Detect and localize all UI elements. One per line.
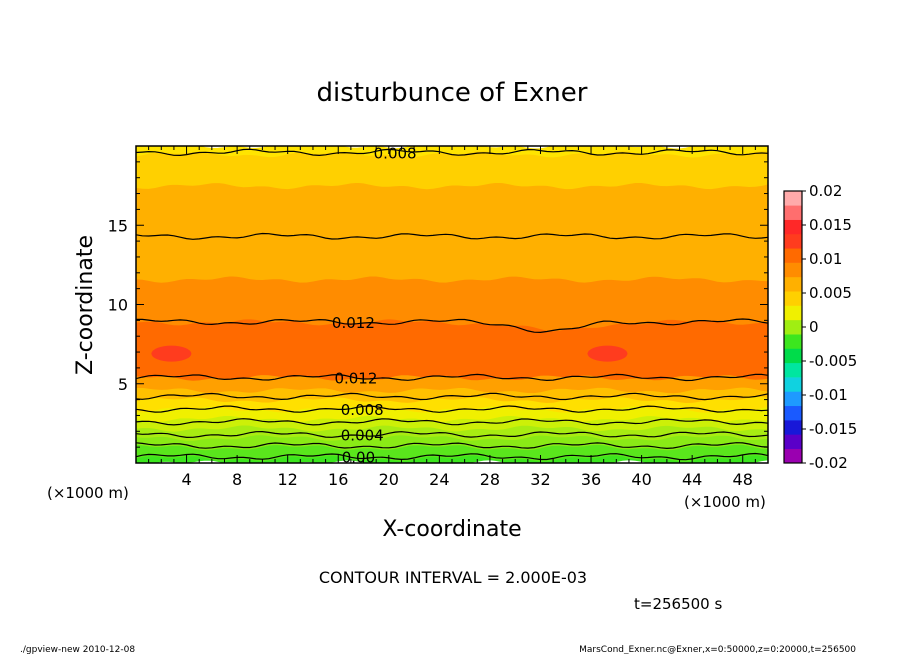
colorbar-segment xyxy=(784,420,802,435)
colorbar-segment xyxy=(784,319,802,335)
y-tick-label: 10 xyxy=(108,296,128,315)
contour-bands xyxy=(136,146,768,463)
y-axis-label: Z-coordinate xyxy=(73,235,98,375)
x-tick-label: 40 xyxy=(631,470,651,489)
colorbar-segment xyxy=(784,248,802,263)
colorbar-segment xyxy=(784,362,802,378)
time-label: t=256500 s xyxy=(634,595,722,613)
colorbar-segment xyxy=(784,305,802,321)
contour-label: 0.00 xyxy=(342,449,375,467)
colorbar-tick-labels: 0.02 0.015 0.01 0.005 0 -0.005 -0.01 -0.015 -0.0… xyxy=(802,182,857,472)
contour-line xyxy=(136,452,768,461)
contour-band xyxy=(136,146,768,158)
colorbar-tick-label: 0 xyxy=(809,318,819,336)
x-tick-label: 44 xyxy=(682,470,702,489)
colorbar-segment xyxy=(784,334,802,349)
x-tick-label: 36 xyxy=(581,470,601,489)
x-axis-ticks: 4 8 12 16 20 24 28 32 36 40 44 48 xyxy=(148,146,756,489)
colorbar-segment xyxy=(784,205,802,220)
maximum-spot xyxy=(151,345,192,362)
colorbar-segment xyxy=(784,348,802,364)
x-tick-label: 12 xyxy=(278,470,298,489)
contour-line xyxy=(136,318,768,334)
contour-band xyxy=(136,182,768,283)
contour-line xyxy=(136,392,768,401)
colorbar-tick-label: 0.01 xyxy=(809,250,842,268)
x-tick-label: 48 xyxy=(733,470,753,489)
colorbar-segment xyxy=(784,262,802,278)
chart-title: disturbunce of Exner xyxy=(317,78,588,108)
x-axis-label: X-coordinate xyxy=(382,517,521,542)
contour-line xyxy=(136,405,768,413)
x-tick-label: 16 xyxy=(328,470,348,489)
x-unit-label: (×1000 m) xyxy=(47,484,129,502)
colorbar-tick-label: 0.02 xyxy=(809,182,842,200)
contour-line xyxy=(136,442,768,450)
contour-label: 0.012 xyxy=(332,314,375,332)
contour-line xyxy=(136,430,768,439)
maximum-spot xyxy=(587,345,628,362)
y-axis-ticks: 5 10 15 xyxy=(108,161,768,448)
contour-line xyxy=(136,148,768,157)
footer-right: MarsCond_Exner.nc@Exner,x=0:50000,z=0:20… xyxy=(579,645,856,654)
y-unit-label: (×1000 m) xyxy=(684,493,766,511)
contour-line xyxy=(136,418,768,426)
colorbar-tick-label: -0.015 xyxy=(809,420,857,438)
contour-band xyxy=(136,318,768,381)
colorbar-segment xyxy=(784,434,802,449)
colorbar-segment xyxy=(784,233,802,249)
colorbar-segment xyxy=(784,405,802,421)
colorbar-segment xyxy=(784,377,802,392)
x-tick-label: 4 xyxy=(181,470,191,489)
colorbar-segment xyxy=(784,291,802,306)
y-tick-label: 15 xyxy=(108,216,128,235)
contour-label: 0.004 xyxy=(341,426,384,444)
colorbar xyxy=(783,190,803,464)
colorbar-tick-label: -0.005 xyxy=(809,352,857,370)
colorbar-tick-label: 0.015 xyxy=(809,216,852,234)
colorbar-tick-label: -0.02 xyxy=(809,454,848,472)
contour-label: 0.008 xyxy=(374,144,417,162)
x-tick-label: 32 xyxy=(530,470,550,489)
x-tick-label: 8 xyxy=(232,470,242,489)
contour-interval-text: CONTOUR INTERVAL = 2.000E-03 xyxy=(319,568,587,587)
contour-line xyxy=(136,232,768,240)
colorbar-segment xyxy=(784,276,802,292)
colorbar-tick-label: 0.005 xyxy=(809,284,852,302)
colorbar-segment xyxy=(784,448,802,464)
contour-line xyxy=(136,373,768,382)
x-tick-label: 28 xyxy=(480,470,500,489)
colorbar-segment xyxy=(784,219,802,235)
footer-left: ./gpview-new 2010-12-08 xyxy=(20,645,135,654)
x-tick-label: 20 xyxy=(379,470,399,489)
x-tick-label: 24 xyxy=(429,470,449,489)
contour-lines xyxy=(136,148,768,461)
contour-labels: 0.008 0.012 0.012 0.008 0.004 0.00 xyxy=(332,144,417,466)
contour-label: 0.008 xyxy=(341,401,384,419)
colorbar-segment xyxy=(784,391,802,407)
colorbar-segment xyxy=(784,191,802,206)
contour-band xyxy=(136,150,768,190)
contour-label: 0.012 xyxy=(334,369,377,387)
colorbar-tick-label: -0.01 xyxy=(809,386,848,404)
y-tick-label: 5 xyxy=(118,375,128,394)
